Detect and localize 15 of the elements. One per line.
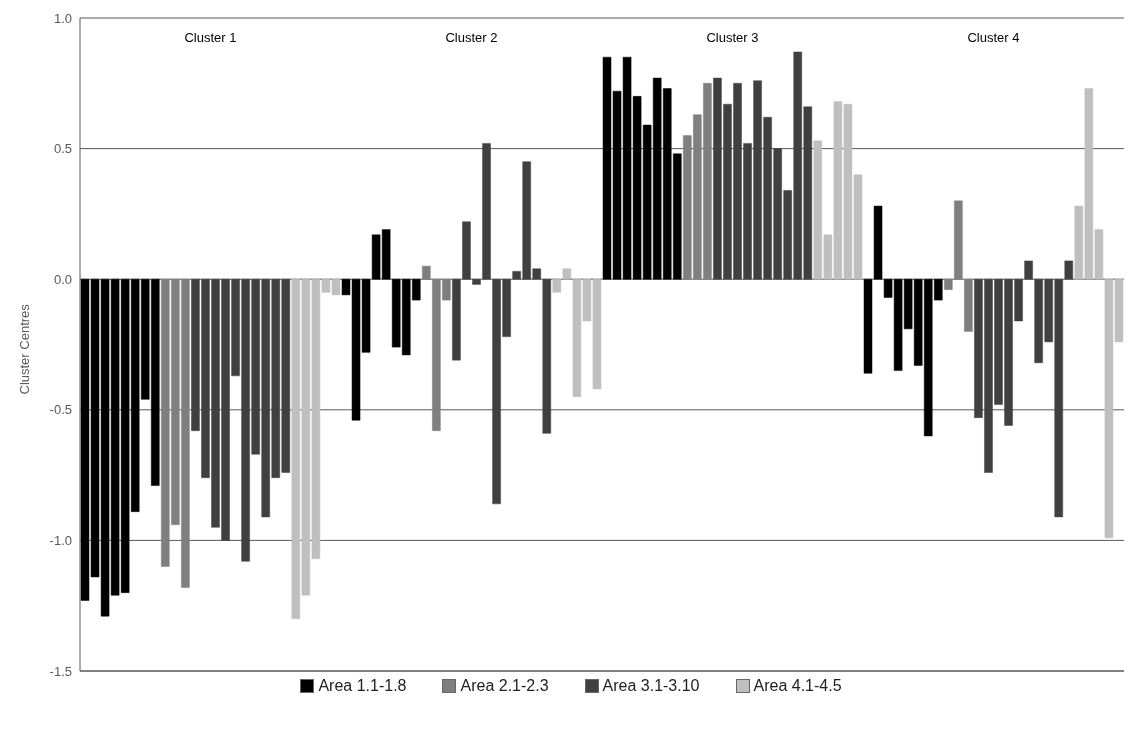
y-tick-label: -1.0	[49, 533, 72, 549]
annotation: Cluster 4	[966, 30, 1021, 45]
legend-label: Area 2.1-2.3	[459, 677, 549, 695]
annotation: Cluster 1	[183, 30, 238, 45]
annotation: Cluster 2	[444, 30, 499, 45]
y-tick-label: 1.0	[53, 10, 72, 26]
legend-label: Area 4.1-4.5	[752, 677, 842, 695]
y-tick-label: 0.0	[53, 271, 72, 287]
y-axis-title: Cluster Centres	[16, 303, 32, 395]
y-tick-label: 0.5	[53, 141, 72, 157]
legend-label: Area 3.1-3.10	[601, 677, 700, 695]
annotation: Cluster 3	[705, 30, 760, 45]
y-tick-label: -1.5	[49, 663, 72, 679]
legend-label: Area 1.1-1.8	[317, 677, 407, 695]
y-tick-label: -0.5	[49, 402, 72, 418]
